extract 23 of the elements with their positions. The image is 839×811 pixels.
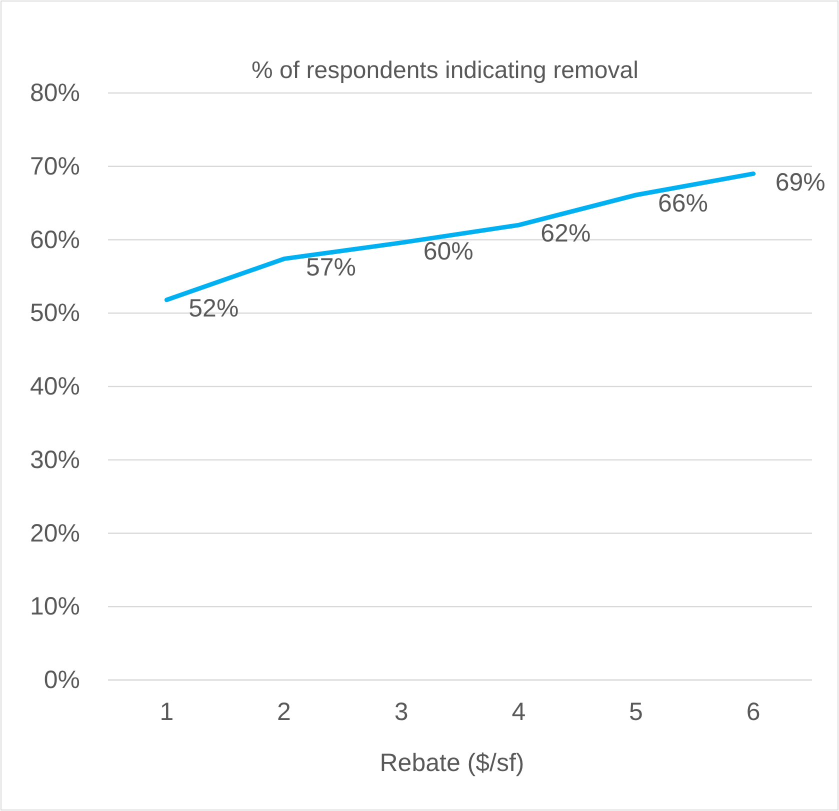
x-tick-label: 5 bbox=[629, 698, 643, 726]
y-tick-label: 60% bbox=[30, 226, 80, 254]
y-tick-label: 50% bbox=[30, 299, 80, 328]
data-label: 60% bbox=[423, 237, 474, 266]
x-tick-label: 6 bbox=[746, 698, 760, 726]
x-tick-label: 3 bbox=[394, 698, 408, 726]
data-label: 57% bbox=[306, 253, 356, 282]
data-label: 69% bbox=[775, 168, 826, 196]
y-tick-label: 10% bbox=[30, 592, 80, 621]
y-tick-label: 40% bbox=[30, 372, 80, 400]
x-tick-label: 2 bbox=[277, 698, 291, 726]
data-label: 62% bbox=[540, 220, 591, 248]
y-tick-label: 30% bbox=[30, 446, 80, 474]
x-axis-title: Rebate ($/sf) bbox=[380, 749, 524, 777]
y-tick-label: 70% bbox=[30, 152, 80, 180]
data-label: 52% bbox=[188, 294, 239, 323]
chart-title: % of respondents indicating removal bbox=[252, 57, 638, 84]
y-tick-label: 80% bbox=[30, 79, 80, 107]
x-tick-label: 4 bbox=[512, 698, 526, 726]
data-label: 66% bbox=[658, 190, 708, 218]
y-tick-label: 20% bbox=[30, 519, 80, 548]
y-tick-label: 0% bbox=[44, 666, 80, 694]
x-tick-label: 1 bbox=[160, 698, 174, 726]
